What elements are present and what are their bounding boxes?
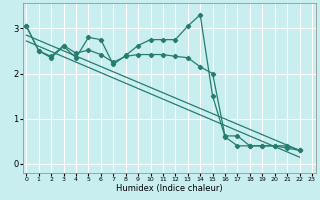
X-axis label: Humidex (Indice chaleur): Humidex (Indice chaleur) bbox=[116, 184, 222, 193]
